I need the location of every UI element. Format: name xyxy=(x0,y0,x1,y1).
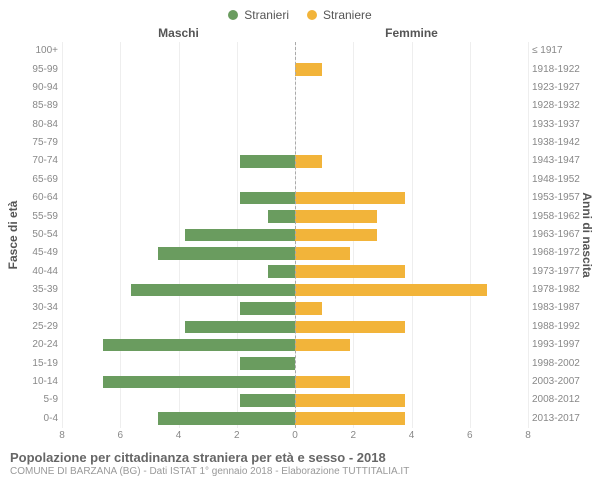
bar-male xyxy=(185,321,295,333)
bar-male xyxy=(103,339,295,351)
column-headers: Maschi Femmine xyxy=(10,26,590,40)
bar-female xyxy=(295,339,350,351)
age-label: 95-99 xyxy=(10,65,62,75)
y-axis-title-left: Fasce di età xyxy=(6,201,20,270)
age-label: 75-79 xyxy=(10,138,62,148)
legend-item-male: Stranieri xyxy=(228,8,289,22)
bar-male xyxy=(240,302,295,314)
legend-label-female: Straniere xyxy=(323,8,372,22)
bar-male xyxy=(158,412,295,424)
bar-female xyxy=(295,376,350,388)
age-label: 100+ xyxy=(10,46,62,56)
bar-male xyxy=(268,210,295,222)
bars-column xyxy=(62,42,528,428)
x-tick: 6 xyxy=(467,430,473,441)
age-label: 35-39 xyxy=(10,285,62,295)
x-tick: 6 xyxy=(117,430,123,441)
age-label: 0-4 xyxy=(10,414,62,424)
birth-year-label: 1943-1947 xyxy=(528,156,590,166)
bar-female xyxy=(295,265,405,277)
bar-female xyxy=(295,229,377,241)
legend: Stranieri Straniere xyxy=(10,8,590,22)
plot-area: Fasce di età Anni di nascita 100+95-9990… xyxy=(10,42,590,428)
birth-year-label: 2003-2007 xyxy=(528,377,590,387)
age-label: 85-89 xyxy=(10,101,62,111)
bar-male xyxy=(240,192,295,204)
bar-male xyxy=(103,376,295,388)
header-male: Maschi xyxy=(62,26,295,40)
age-label: 70-74 xyxy=(10,156,62,166)
bar-male xyxy=(158,247,295,259)
birth-year-label: 1928-1932 xyxy=(528,101,590,111)
bar-female xyxy=(295,321,405,333)
header-female: Femmine xyxy=(295,26,528,40)
x-axis: 8 6 4 2 0 2 4 6 8 xyxy=(10,430,590,444)
legend-item-female: Straniere xyxy=(307,8,372,22)
bar-female xyxy=(295,210,377,222)
y-axis-title-right: Anni di nascita xyxy=(580,192,594,277)
bar-female xyxy=(295,155,322,167)
birth-year-label: 1978-1982 xyxy=(528,285,590,295)
age-label: 90-94 xyxy=(10,83,62,93)
birth-year-label: 1988-1992 xyxy=(528,322,590,332)
x-tick: 4 xyxy=(409,430,415,441)
bar-male xyxy=(268,265,295,277)
birth-year-label: 1948-1952 xyxy=(528,175,590,185)
bar-male xyxy=(240,357,295,369)
bar-male xyxy=(240,394,295,406)
bar-male xyxy=(240,155,295,167)
birth-year-label: ≤ 1917 xyxy=(528,46,590,56)
x-axis-ticks: 8 6 4 2 0 2 4 6 8 xyxy=(62,430,528,444)
age-label: 65-69 xyxy=(10,175,62,185)
bar-male xyxy=(185,229,295,241)
bar-female xyxy=(295,192,405,204)
legend-swatch-male xyxy=(228,10,238,20)
bar-female xyxy=(295,412,405,424)
population-pyramid-chart: Stranieri Straniere Maschi Femmine Fasce… xyxy=(0,0,600,500)
legend-label-male: Stranieri xyxy=(244,8,289,22)
x-tick: 8 xyxy=(59,430,65,441)
chart-footer: Popolazione per cittadinanza straniera p… xyxy=(10,450,590,477)
age-label: 80-84 xyxy=(10,120,62,130)
birth-year-label: 1938-1942 xyxy=(528,138,590,148)
birth-year-label: 1983-1987 xyxy=(528,303,590,313)
age-label: 5-9 xyxy=(10,395,62,405)
bar-female xyxy=(295,284,487,296)
center-line xyxy=(295,42,296,428)
birth-year-label: 1993-1997 xyxy=(528,340,590,350)
birth-year-label: 1933-1937 xyxy=(528,120,590,130)
bar-female xyxy=(295,394,405,406)
age-label: 25-29 xyxy=(10,322,62,332)
birth-year-label: 1998-2002 xyxy=(528,359,590,369)
birth-year-label: 2013-2017 xyxy=(528,414,590,424)
bar-female xyxy=(295,247,350,259)
age-label: 30-34 xyxy=(10,303,62,313)
age-label: 10-14 xyxy=(10,377,62,387)
bar-female xyxy=(295,302,322,314)
x-tick: 4 xyxy=(176,430,182,441)
bar-male xyxy=(131,284,295,296)
chart-title: Popolazione per cittadinanza straniera p… xyxy=(10,450,590,465)
age-label: 20-24 xyxy=(10,340,62,350)
birth-year-label: 2008-2012 xyxy=(528,395,590,405)
chart-subtitle: COMUNE DI BARZANA (BG) - Dati ISTAT 1° g… xyxy=(10,466,590,477)
birth-year-label: 1923-1927 xyxy=(528,83,590,93)
x-tick: 8 xyxy=(525,430,531,441)
x-tick: 2 xyxy=(350,430,356,441)
age-label: 15-19 xyxy=(10,359,62,369)
x-tick: 2 xyxy=(234,430,240,441)
x-tick: 0 xyxy=(292,430,298,441)
birth-year-label: 1918-1922 xyxy=(528,65,590,75)
bar-female xyxy=(295,63,322,75)
legend-swatch-female xyxy=(307,10,317,20)
